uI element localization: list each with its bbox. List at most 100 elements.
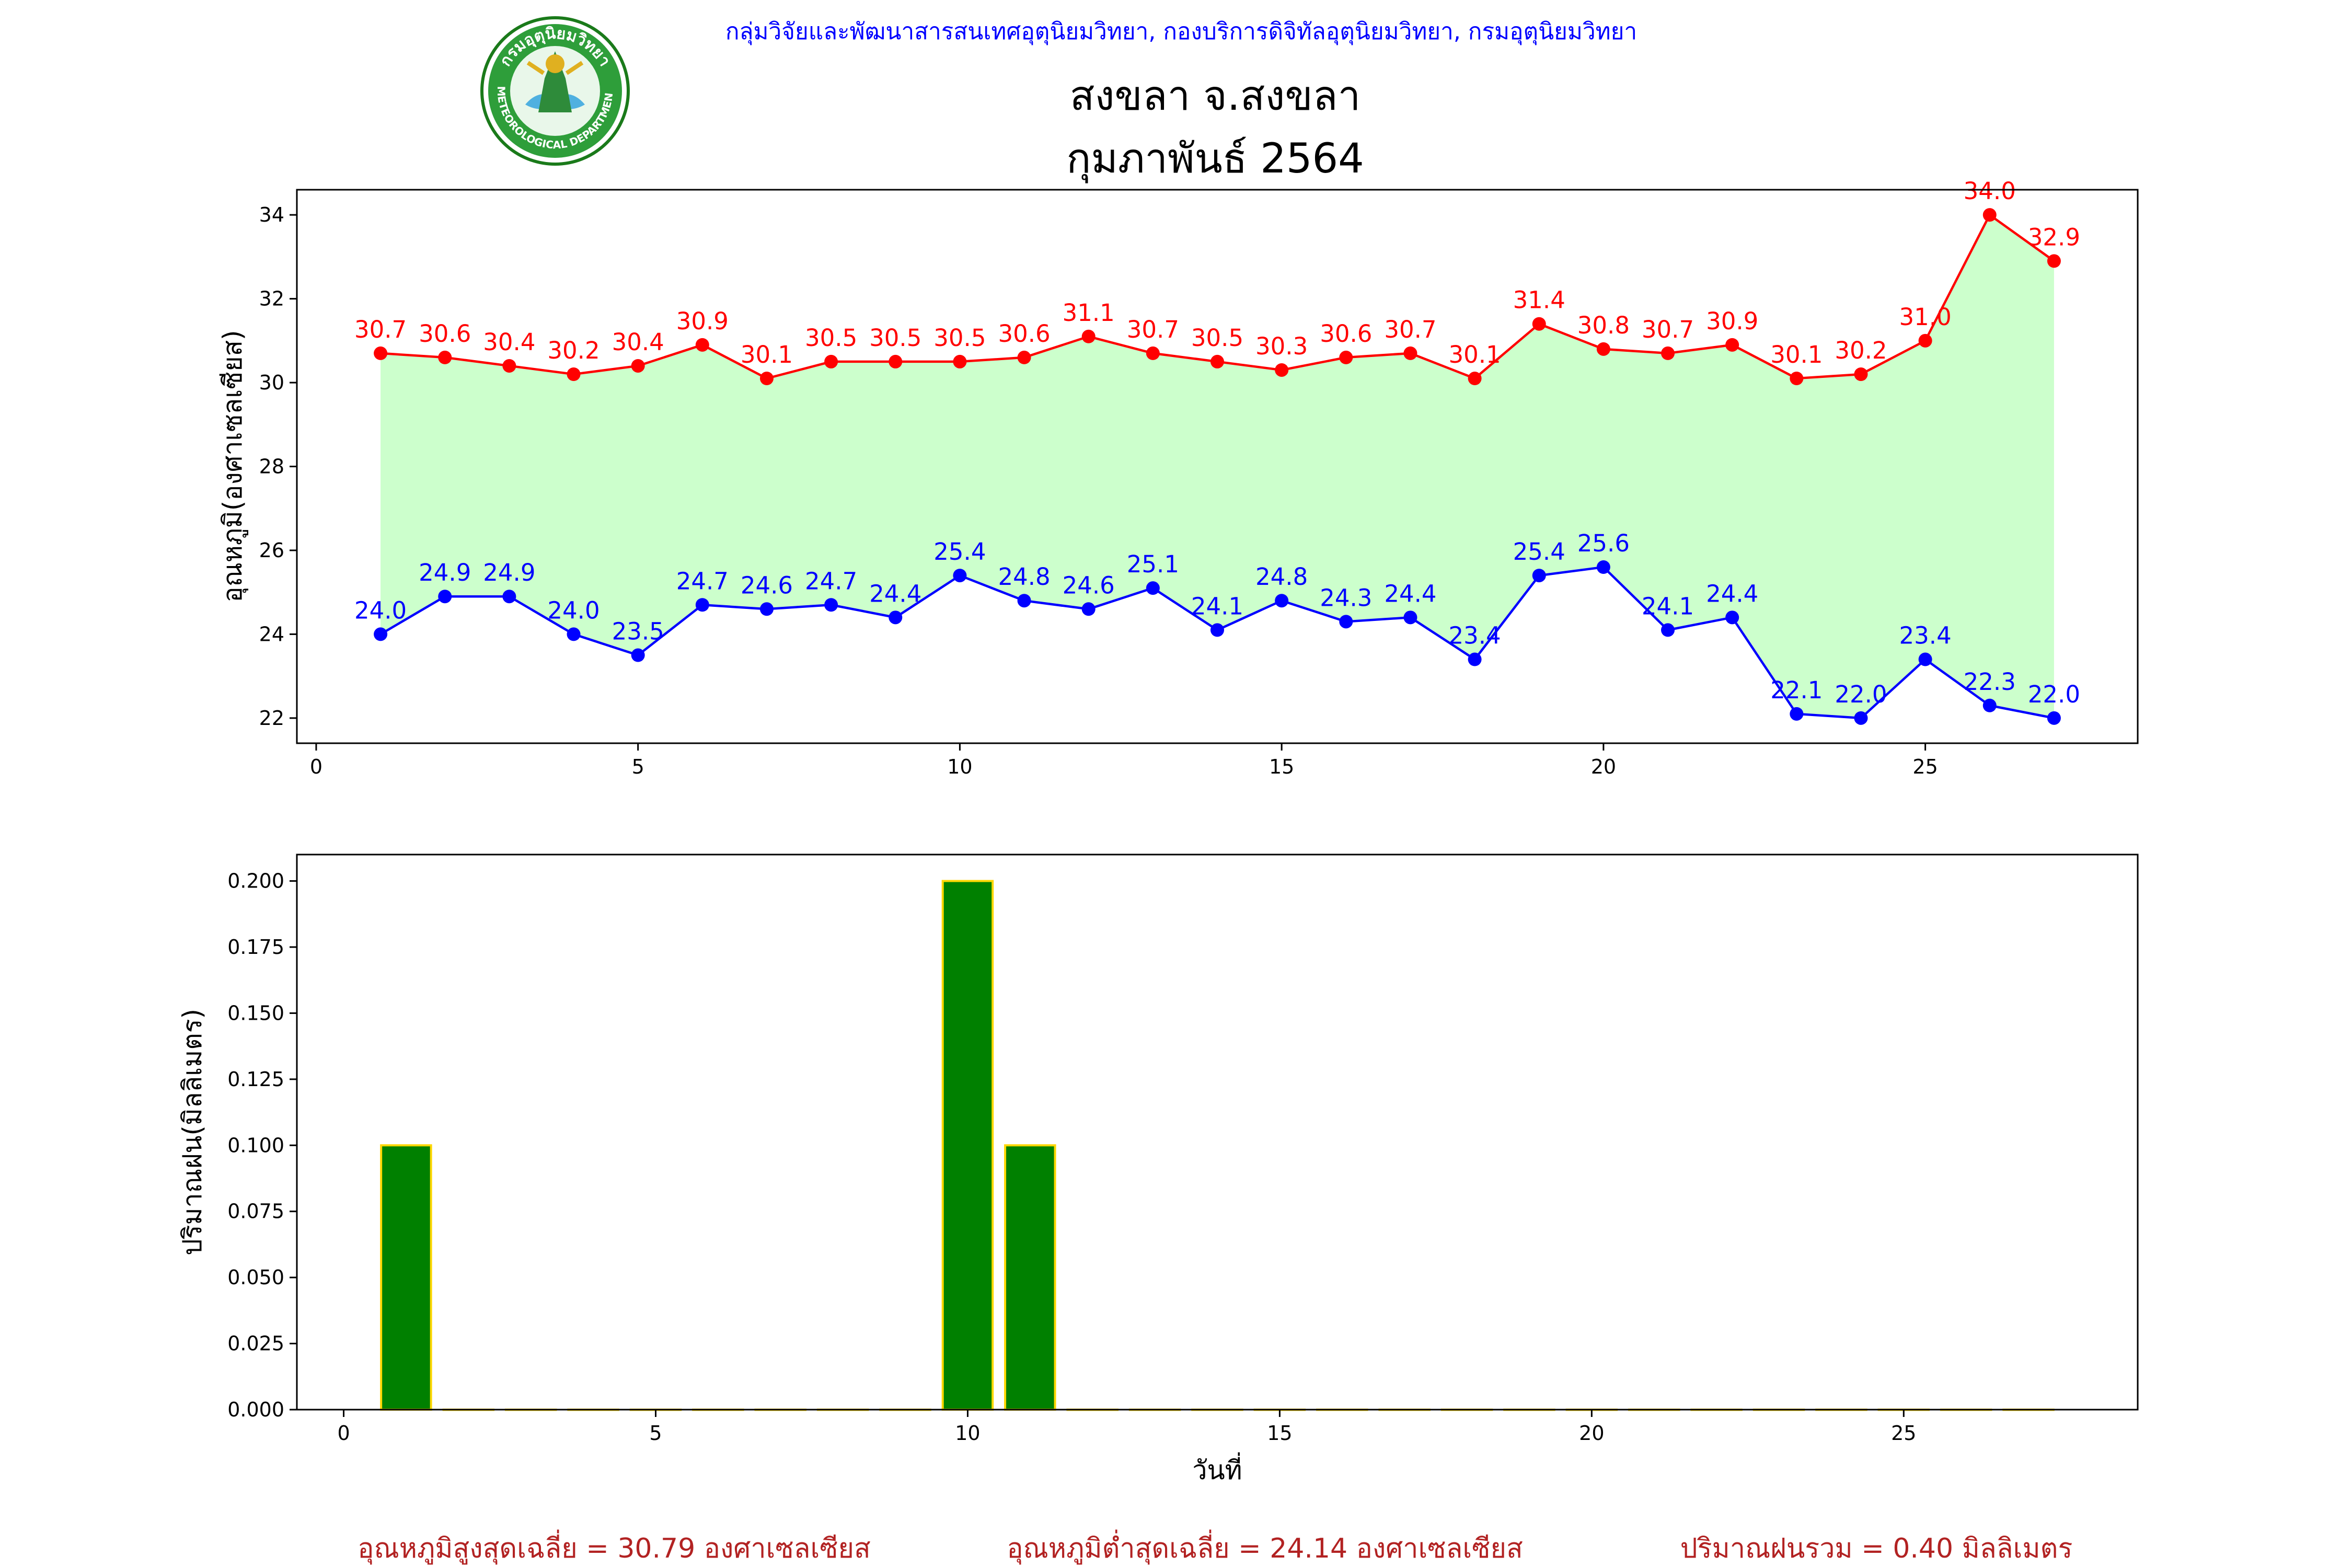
- max-temperature-point: [2047, 254, 2061, 268]
- temperature-y-axis-label: อุณหภูมิ(องศาเซลเซียส): [217, 330, 248, 602]
- chart-title-month: กุมภาพันธ์ 2564: [1066, 135, 1364, 183]
- min-temperature-data-label: 22.1: [1770, 676, 1823, 704]
- max-temperature-point: [1146, 346, 1160, 360]
- max-temperature-point: [1081, 329, 1096, 343]
- temperature-x-tick-label: 15: [1269, 755, 1294, 778]
- temperature-x-tick-label: 5: [632, 755, 644, 778]
- min-temperature-point: [567, 627, 581, 641]
- summary-line: อุณหภูมิสูงสุดเฉลี่ย = 30.79 องศาเซลเซีย…: [358, 1529, 2072, 1565]
- max-temperature-data-label: 30.9: [1706, 307, 1758, 335]
- max-temperature-data-label: 31.0: [1899, 303, 1952, 331]
- max-temperature-data-label: 30.2: [1835, 337, 1887, 364]
- summary-total-rain: ปริมาณฝนรวม = 0.40 มิลลิเมตร: [1680, 1533, 2073, 1564]
- min-temperature-data-label: 23.5: [612, 618, 664, 645]
- temperature-x-tick-label: 25: [1912, 755, 1938, 778]
- max-temperature-point: [374, 346, 388, 360]
- min-temperature-data-label: 24.4: [869, 580, 921, 607]
- min-temperature-point: [1339, 615, 1353, 629]
- summary-avg-max: อุณหภูมิสูงสุดเฉลี่ย = 30.79 องศาเซลเซีย…: [358, 1529, 871, 1565]
- min-temperature-data-label: 25.4: [1513, 538, 1565, 566]
- temperature-y-tick-label: 34: [259, 203, 284, 226]
- min-temperature-data-label: 24.8: [1255, 563, 1308, 591]
- min-temperature-data-label: 24.6: [741, 571, 793, 599]
- min-temperature-point: [824, 598, 838, 612]
- min-temperature-point: [438, 590, 452, 604]
- rainfall-y-tick-label: 0.150: [227, 1001, 284, 1024]
- min-temperature-data-label: 22.0: [1835, 681, 1887, 708]
- temperature-y-tick-label: 28: [259, 455, 284, 478]
- max-temperature-point: [502, 359, 516, 373]
- temperature-x-tick-label: 10: [947, 755, 972, 778]
- min-temperature-point: [1403, 610, 1417, 625]
- max-temperature-data-label: 30.2: [547, 337, 599, 364]
- temperature-range-fill: [381, 215, 2054, 718]
- max-temperature-point: [1918, 333, 1932, 348]
- rainfall-y-tick-label: 0.025: [227, 1332, 284, 1355]
- max-temperature-point: [1468, 372, 1482, 386]
- meteorological-department-logo: กรมอุตุนิยมวิทยา METEOROLOGICAL DEPARTME…: [0, 0, 630, 166]
- max-temperature-point: [1339, 350, 1353, 364]
- rainfall-x-tick-label: 10: [955, 1422, 980, 1445]
- min-temperature-data-label: 24.0: [354, 596, 407, 624]
- max-temperature-data-label: 30.9: [676, 307, 729, 335]
- rainfall-bar: [1004, 1144, 1056, 1411]
- temperature-plot-frame: [296, 189, 2139, 744]
- min-temperature-data-label: 25.1: [1127, 550, 1179, 578]
- max-temperature-point: [1275, 363, 1289, 377]
- min-temperature-point: [1146, 581, 1160, 595]
- max-temperature-data-label: 30.1: [1448, 341, 1501, 368]
- min-temperature-point: [374, 627, 388, 641]
- min-temperature-point: [631, 648, 645, 662]
- min-temperature-data-label: 24.4: [1706, 580, 1758, 607]
- max-temperature-data-label: 30.5: [805, 324, 857, 352]
- min-temperature-point: [889, 610, 903, 625]
- rainfall-x-tick-label: 0: [337, 1422, 350, 1445]
- rainfall-x-tick-label: 25: [1891, 1422, 1916, 1445]
- min-temperature-point: [1982, 698, 1997, 712]
- max-temperature-point: [889, 354, 903, 368]
- temperature-y-tick-label: 26: [259, 539, 284, 562]
- max-temperature-point: [1725, 338, 1739, 352]
- rainfall-x-tick-label: 15: [1267, 1422, 1292, 1445]
- min-temperature-point: [1918, 652, 1932, 666]
- max-temperature-point: [567, 367, 581, 381]
- max-temperature-data-label: 30.5: [933, 324, 986, 352]
- max-temperature-data-label: 30.5: [869, 324, 921, 352]
- rainfall-y-tick-label: 0.200: [227, 870, 284, 893]
- max-temperature-data-label: 30.3: [1255, 332, 1308, 360]
- rainfall-y-tick-label: 0.125: [227, 1068, 284, 1091]
- temperature-chart: อุณหภูมิ(องศาเซลเซียส) 0 5 10 15 20 25 22 24 26 2…: [217, 177, 2139, 778]
- max-temperature-data-label: 30.1: [741, 341, 793, 368]
- max-temperature-data-label: 31.4: [1513, 286, 1565, 314]
- min-temperature-data-label: 23.4: [1448, 622, 1501, 650]
- min-temperature-point: [759, 602, 774, 616]
- max-temperature-data-label: 30.7: [1384, 316, 1436, 343]
- temperature-y-tick-label: 22: [259, 707, 284, 730]
- min-temperature-data-label: 25.6: [1577, 529, 1630, 557]
- min-temperature-data-label: 24.0: [547, 596, 599, 624]
- rainfall-y-tick-label: 0.100: [227, 1134, 284, 1157]
- min-temperature-point: [1790, 707, 1804, 721]
- min-temperature-data-label: 22.0: [2028, 681, 2080, 708]
- max-temperature-point: [1210, 354, 1224, 368]
- max-temperature-point: [759, 372, 774, 386]
- min-temperature-point: [1661, 623, 1675, 637]
- max-temperature-point: [438, 350, 452, 364]
- temperature-x-tick-label: 20: [1591, 755, 1616, 778]
- min-temperature-data-label: 24.6: [1063, 571, 1115, 599]
- min-temperature-point: [1275, 594, 1289, 608]
- temperature-x-tick-label: 0: [310, 755, 322, 778]
- min-temperature-point: [1017, 594, 1031, 608]
- min-temperature-point: [695, 598, 709, 612]
- rainfall-x-tick-label: 5: [649, 1422, 662, 1445]
- rainfall-x-tick-label: 20: [1579, 1422, 1604, 1445]
- max-temperature-point: [953, 354, 967, 368]
- max-temperature-point: [695, 338, 709, 352]
- min-temperature-data-label: 24.4: [1384, 580, 1436, 607]
- min-temperature-point: [2047, 711, 2061, 725]
- min-temperature-data-label: 22.3: [1964, 668, 2016, 696]
- min-temperature-data-label: 25.4: [933, 538, 986, 566]
- rainfall-chart: ปริมาณฝน(มิลลิเมตร) วันที่ 0 5 10 15 20 25 0.0…: [177, 854, 2139, 1485]
- max-temperature-point: [1596, 342, 1610, 356]
- min-temperature-data-label: 24.9: [483, 559, 535, 586]
